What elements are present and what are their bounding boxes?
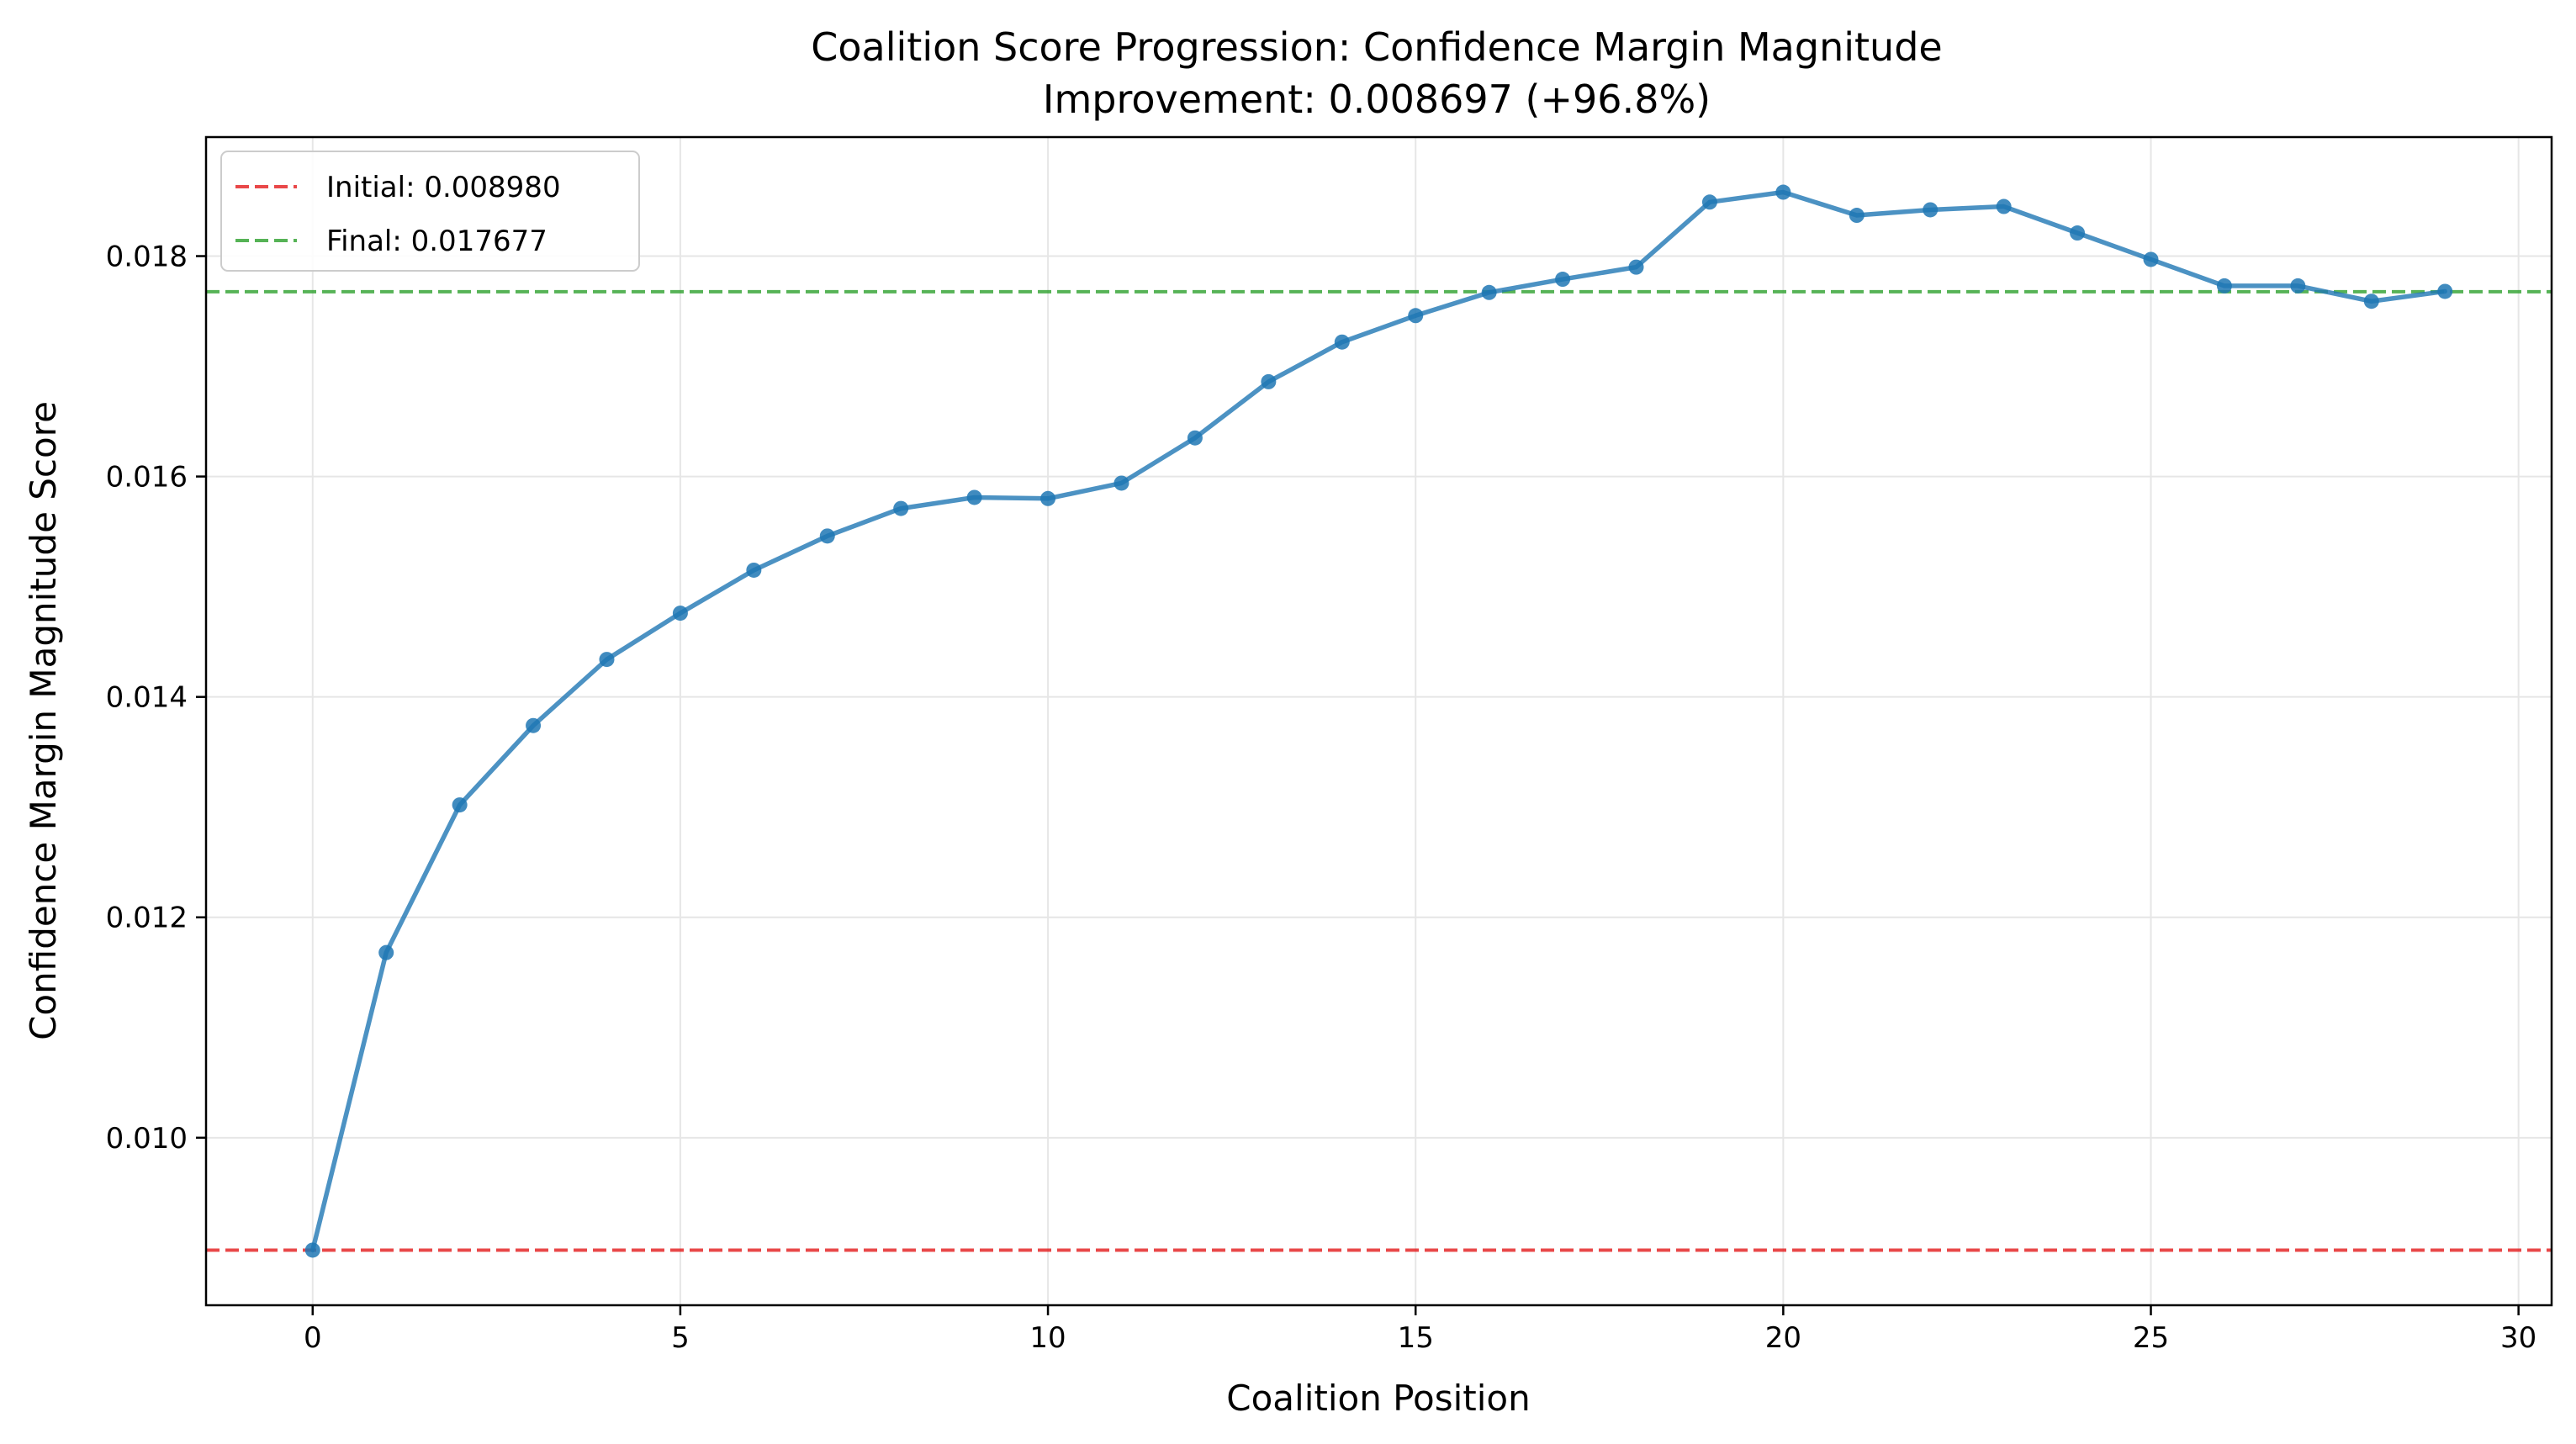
grid-lines: [206, 137, 2552, 1305]
data-point: [1555, 272, 1571, 288]
data-point: [2216, 278, 2232, 294]
data-point: [2290, 278, 2306, 294]
chart-title: Coalition Score Progression: Confidence …: [811, 24, 1942, 70]
data-point: [1701, 194, 1717, 210]
data-point: [1040, 490, 1056, 506]
x-axis-label: Coalition Position: [1226, 1378, 1530, 1419]
data-point: [672, 606, 688, 622]
data-point: [1187, 430, 1203, 446]
data-point: [452, 797, 468, 813]
x-tick-label: 0: [304, 1321, 322, 1355]
legend-label-final: Final: 0.017677: [326, 225, 547, 258]
axis-ticks: 0 5 10 15 20 25 30 0.010 0.012 0.014 0.016 0.018: [106, 241, 2537, 1355]
y-tick-label: 0.018: [106, 241, 188, 274]
y-tick-label: 0.010: [106, 1122, 188, 1156]
data-point: [1481, 284, 1497, 300]
data-point: [1408, 308, 1424, 324]
data-point: [2143, 251, 2159, 267]
x-tick-label: 15: [1398, 1321, 1434, 1355]
data-point: [746, 562, 762, 578]
data-point: [1113, 475, 1129, 491]
data-point: [1628, 259, 1644, 275]
plot-area-frame: [204, 135, 2553, 1307]
data-point: [966, 489, 982, 505]
data-point: [2437, 283, 2453, 299]
y-axis-label: Confidence Margin Magnitude Score: [23, 401, 64, 1040]
data-point: [1849, 208, 1865, 224]
y-tick-label: 0.016: [106, 461, 188, 495]
x-tick-label: 5: [671, 1321, 690, 1355]
chart-subtitle: Improvement: 0.008697 (+96.8%): [1043, 77, 1711, 122]
x-tick-label: 25: [2133, 1321, 2169, 1355]
y-tick-label: 0.012: [106, 902, 188, 935]
data-point: [526, 717, 542, 733]
legend-label-initial: Initial: 0.008980: [326, 171, 561, 204]
y-tick-label: 0.014: [106, 681, 188, 715]
x-tick-label: 30: [2500, 1321, 2536, 1355]
data-point: [893, 500, 909, 516]
data-point: [304, 1242, 320, 1258]
reference-lines: [206, 289, 2552, 1252]
data-point: [378, 944, 394, 960]
data-point: [599, 652, 615, 668]
data-point: [1261, 373, 1277, 389]
series-line: [310, 189, 2447, 1253]
data-series: [304, 184, 2453, 1258]
data-point: [2363, 294, 2379, 309]
x-tick-label: 10: [1029, 1321, 1066, 1355]
data-point: [1334, 334, 1350, 350]
legend: Initial: 0.008980 Final: 0.017677: [220, 151, 640, 272]
data-point: [1775, 184, 1791, 200]
data-point: [1923, 202, 1939, 218]
legend-box: [220, 151, 640, 272]
data-point: [1996, 198, 2012, 214]
data-point: [819, 528, 835, 544]
x-tick-label: 20: [1765, 1321, 1801, 1355]
data-point: [2070, 225, 2086, 241]
